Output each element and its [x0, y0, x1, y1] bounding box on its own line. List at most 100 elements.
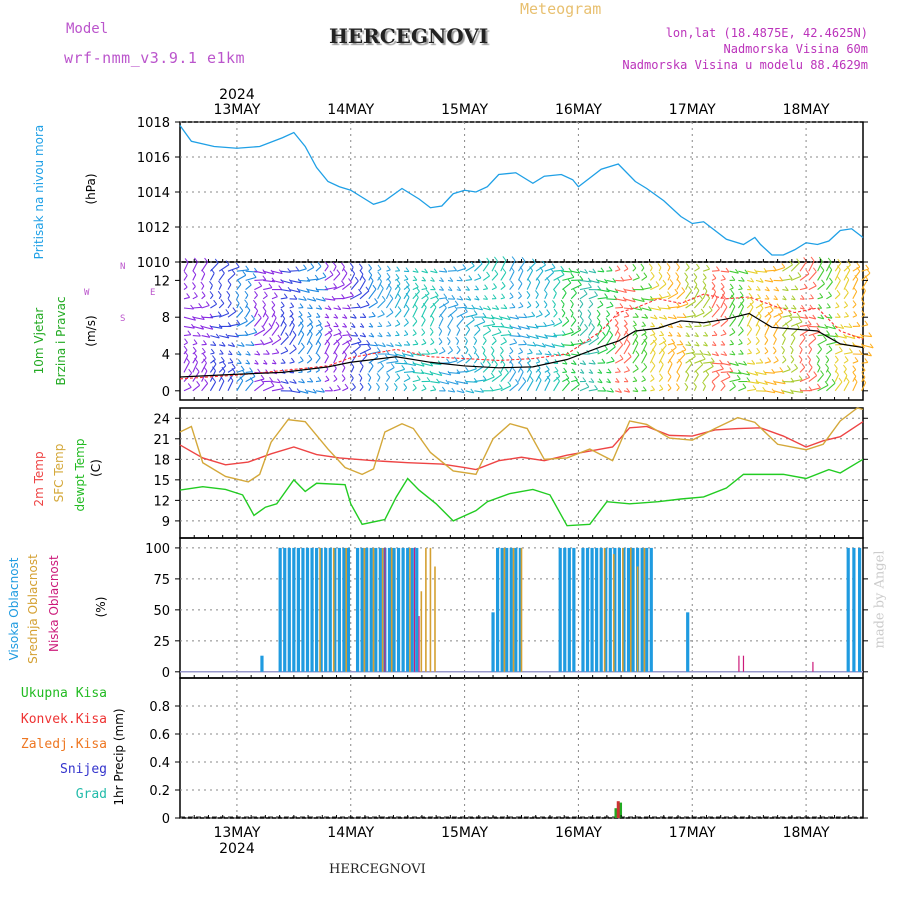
wind-barb-tick: [458, 276, 463, 282]
wind-barb-tick: [655, 281, 660, 286]
wind-barb-tick: [604, 278, 608, 284]
wind-barb-tick: [517, 355, 522, 361]
wind-barb: [623, 334, 629, 346]
cloud-high-bar: [613, 547, 617, 672]
wind-barb: [535, 372, 542, 382]
wind-barb: [341, 354, 347, 364]
wind-barb: [553, 370, 559, 373]
wind-barb-tick: [284, 346, 289, 352]
wind-barb-tick: [396, 279, 401, 284]
wind-barb: [456, 340, 460, 346]
wind-barb-tick: [521, 256, 526, 262]
wind-barb: [808, 375, 818, 383]
wind-barb-tick: [262, 300, 266, 305]
wind-barb: [262, 327, 273, 337]
wind-barb-tick: [295, 266, 300, 271]
wind-barb: [606, 279, 616, 283]
wind-barb-tick: [676, 302, 680, 307]
cloud-high-bar: [260, 655, 264, 672]
wind-barb: [694, 267, 700, 272]
wind-barb: [245, 375, 256, 383]
wind-barb-tick: [767, 311, 772, 317]
wind-barb: [500, 333, 512, 337]
wind-barb: [834, 293, 841, 300]
wind-barb-tick: [609, 330, 614, 336]
wind-barb: [641, 286, 652, 291]
wind-barb: [183, 355, 189, 364]
wind-barb-tick: [827, 257, 832, 263]
wind-barb-tick: [454, 380, 459, 385]
wind-barb: [509, 325, 522, 330]
wind-barb: [421, 293, 430, 300]
wind-barb-tick: [759, 358, 764, 364]
wind-barb-tick: [341, 294, 345, 299]
wind-barb: [764, 351, 769, 355]
wind-barb: [526, 294, 531, 300]
wind-barb: [623, 323, 628, 327]
wind-barb: [465, 279, 472, 281]
wind-barb-tick: [604, 293, 609, 298]
wind-barb: [852, 304, 857, 309]
wind-barb: [746, 328, 753, 336]
wind-barb-tick: [729, 367, 734, 372]
wind-barb-tick: [791, 295, 796, 301]
cloud-mid-bar: [319, 547, 321, 672]
wind-barb-tick: [801, 333, 806, 339]
wind-barb: [377, 386, 380, 392]
wind-barb-tick: [599, 300, 604, 306]
wind-barb: [183, 262, 189, 272]
wind-barb: [359, 348, 371, 355]
wind-barb-tick: [307, 311, 312, 317]
wind-barb-tick: [229, 358, 234, 363]
wind-barb: [412, 362, 425, 367]
wind-barb-tick: [764, 347, 769, 352]
wind-barb-tick: [743, 360, 748, 366]
wind-barb: [509, 382, 519, 392]
wind-barb: [817, 260, 823, 272]
wind-barb-tick: [721, 381, 726, 387]
wind-barb: [720, 376, 731, 383]
wind-barb: [306, 333, 313, 346]
wind-barb: [447, 304, 459, 309]
wind-barb-tick: [333, 283, 337, 288]
wind-barb: [209, 295, 214, 300]
wind-barb-tick: [460, 388, 465, 394]
wind-barb: [544, 335, 557, 338]
wind-barb: [245, 284, 252, 291]
wind-barb: [817, 325, 828, 329]
wind-barb: [183, 372, 193, 382]
wind-barb: [764, 269, 777, 272]
wind-barb-tick: [776, 303, 781, 308]
wind-barb: [385, 282, 392, 290]
wind-barb: [447, 270, 457, 272]
wind-barb-tick: [451, 294, 456, 300]
cloud-mid-bar: [603, 547, 606, 672]
wind-barb-tick: [200, 324, 205, 330]
wind-barb-tick: [314, 274, 319, 280]
wind-barb: [509, 335, 521, 338]
wind-barb: [764, 316, 772, 327]
wind-barb-tick: [589, 299, 594, 305]
wind-barb-tick: [316, 312, 321, 318]
altitude-label: Nadmorska Visina 60m: [723, 42, 869, 56]
wind-barb: [368, 335, 374, 338]
wind-barb-tick: [596, 317, 601, 322]
wind-barb-tick: [507, 330, 512, 335]
wind-barb-tick: [302, 296, 307, 301]
wind-barb: [394, 387, 398, 392]
wind-barb: [192, 274, 197, 281]
wind-barb: [289, 348, 297, 355]
wind-barb: [649, 352, 656, 364]
wind-barb: [201, 383, 209, 392]
wind-barb-tick: [411, 367, 415, 372]
wind-barb: [377, 281, 383, 290]
wind-barb: [227, 294, 231, 300]
cloud-high-bar: [410, 547, 414, 672]
wind-barb-tick: [553, 308, 558, 314]
wind-barb: [632, 380, 637, 383]
wind-barb: [438, 307, 447, 318]
wind-barb-tick: [578, 309, 583, 314]
wind-barb: [465, 381, 478, 383]
wind-barb: [588, 327, 595, 336]
